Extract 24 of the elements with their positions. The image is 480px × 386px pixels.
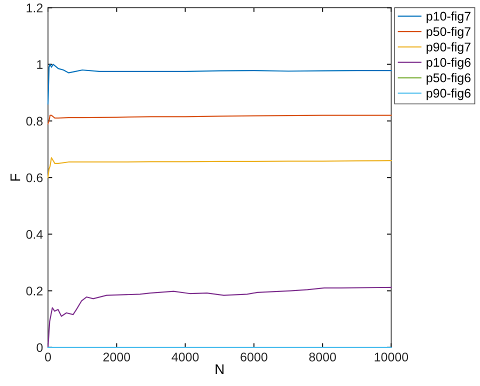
line-series [47, 157, 392, 178]
legend-label: p90-fig7 [426, 42, 470, 54]
x-tick-label: 0 [45, 352, 51, 362]
y-tick-label: 0.6 [26, 173, 43, 182]
y-tick-label: 0 [36, 343, 43, 352]
line-series [47, 114, 392, 124]
x-tick-label: 6000 [240, 352, 268, 362]
line-series [47, 64, 392, 105]
legend-label: p10-fig6 [426, 58, 471, 70]
legend-label: p50-fig6 [426, 73, 471, 85]
x-axis-title: N [216, 364, 224, 374]
y-tick-label: 0.2 [26, 286, 43, 296]
legend-label: p90-fig6 [426, 88, 471, 100]
x-tick-label: 8000 [309, 352, 336, 362]
x-tick-label: 10000 [374, 352, 408, 362]
legend-label: p50-fig7 [426, 26, 470, 39]
y-tick-label: 0.4 [26, 230, 43, 239]
x-tick-label: 4000 [172, 352, 199, 362]
y-tick-label: 1 [37, 60, 43, 69]
x-tick-label: 2000 [103, 352, 130, 362]
legend-label: p10-fig7 [426, 11, 470, 24]
y-tick-label: 0.8 [26, 116, 43, 126]
y-axis-title: F [10, 174, 20, 181]
y-tick-label: 1.2 [26, 4, 43, 12]
